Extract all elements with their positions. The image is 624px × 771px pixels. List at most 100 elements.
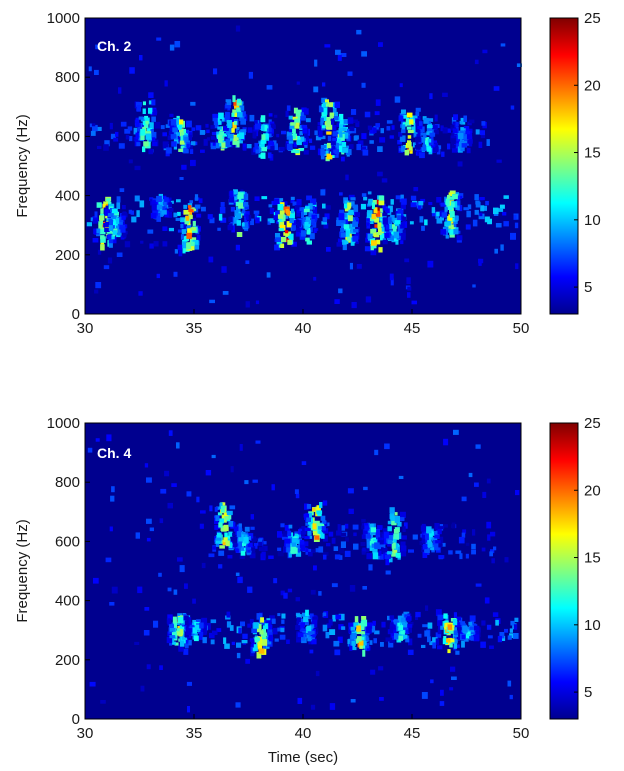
- noise-cell: [252, 479, 258, 483]
- band-cell: [355, 121, 360, 128]
- call-cell: [218, 112, 224, 120]
- call-cell: [427, 541, 433, 547]
- call-cell: [370, 228, 377, 236]
- call-cell: [287, 533, 292, 539]
- band-cell: [436, 218, 443, 224]
- noise-cell: [500, 43, 506, 47]
- call-cell: [285, 541, 291, 548]
- noise-cell: [324, 44, 331, 48]
- call-cell: [400, 541, 406, 549]
- call-cell: [157, 213, 161, 217]
- call-cell: [142, 146, 146, 153]
- call-cell: [400, 545, 407, 552]
- noise-cell: [510, 105, 515, 110]
- call-cell: [348, 624, 353, 630]
- band-cell: [127, 126, 133, 131]
- band-cell: [258, 539, 263, 547]
- band-cell: [113, 137, 119, 142]
- noise-cell: [250, 218, 254, 226]
- noise-cell: [235, 25, 241, 32]
- call-cell: [102, 203, 107, 209]
- noise-cell: [398, 475, 404, 479]
- call-cell: [355, 240, 359, 244]
- call-cell: [389, 557, 393, 563]
- y-tick-label: 200: [55, 652, 80, 669]
- band-cell: [484, 216, 490, 223]
- call-cell: [304, 536, 310, 540]
- band-cell: [513, 214, 517, 220]
- call-cell: [300, 544, 306, 551]
- noise-cell: [156, 273, 160, 279]
- call-cell: [301, 211, 304, 218]
- call-cell: [327, 142, 332, 149]
- band-cell: [388, 641, 394, 648]
- call-cell: [343, 119, 349, 124]
- call-cell: [397, 615, 404, 622]
- noise-cell: [262, 545, 268, 551]
- call-cell: [347, 117, 354, 124]
- call-cell: [426, 127, 433, 131]
- band-cell: [400, 194, 404, 201]
- call-cell: [318, 526, 324, 530]
- band-cell: [240, 621, 245, 627]
- call-cell: [284, 538, 291, 544]
- call-cell: [450, 224, 454, 230]
- band-cell: [128, 209, 132, 214]
- band-cell: [322, 217, 328, 223]
- noise-cell: [95, 438, 100, 442]
- call-cell: [312, 523, 317, 530]
- band-cell: [177, 211, 181, 216]
- call-cell: [247, 549, 251, 553]
- call-cell: [117, 221, 123, 228]
- call-cell: [402, 229, 406, 236]
- call-cell: [398, 115, 404, 122]
- call-cell: [404, 149, 409, 156]
- noise-cell: [209, 632, 215, 639]
- call-cell: [341, 129, 345, 135]
- call-cell: [447, 194, 451, 199]
- call-cell: [247, 542, 253, 548]
- call-cell: [437, 528, 442, 535]
- call-cell: [450, 202, 455, 208]
- call-cell: [374, 224, 380, 228]
- call-cell: [263, 133, 269, 139]
- call-cell: [293, 107, 298, 114]
- call-cell: [353, 622, 359, 628]
- colorbar-tick-label: 10: [584, 617, 601, 634]
- call-cell: [267, 629, 273, 634]
- noise-cell: [156, 37, 162, 41]
- call-cell: [437, 628, 442, 635]
- call-cell: [363, 635, 369, 642]
- call-cell: [275, 236, 281, 242]
- band-cell: [97, 126, 102, 131]
- call-cell: [463, 115, 467, 123]
- noise-cell: [457, 161, 463, 167]
- call-cell: [397, 622, 401, 627]
- call-cell: [232, 95, 236, 103]
- noise-cell: [274, 114, 278, 118]
- band-cell: [380, 642, 384, 647]
- noise-cell: [271, 484, 275, 491]
- call-cell: [422, 551, 428, 558]
- call-cell: [304, 208, 310, 213]
- call-cell: [190, 241, 195, 247]
- call-cell: [168, 202, 173, 208]
- call-cell: [111, 208, 118, 214]
- band-cell: [480, 641, 486, 648]
- call-cell: [326, 153, 333, 160]
- noise-cell: [253, 210, 260, 215]
- noise-cell: [201, 562, 206, 569]
- noise-cell: [449, 687, 454, 691]
- call-cell: [288, 211, 293, 217]
- y-tick-label: 1000: [47, 415, 80, 432]
- band-cell: [242, 633, 248, 639]
- band-cell: [474, 194, 479, 201]
- call-cell: [236, 100, 242, 107]
- call-cell: [377, 208, 383, 213]
- call-cell: [218, 135, 223, 142]
- band-cell: [386, 126, 391, 131]
- band-cell: [381, 538, 387, 545]
- noise-cell: [100, 700, 106, 704]
- call-cell: [227, 128, 233, 133]
- call-cell: [376, 239, 381, 245]
